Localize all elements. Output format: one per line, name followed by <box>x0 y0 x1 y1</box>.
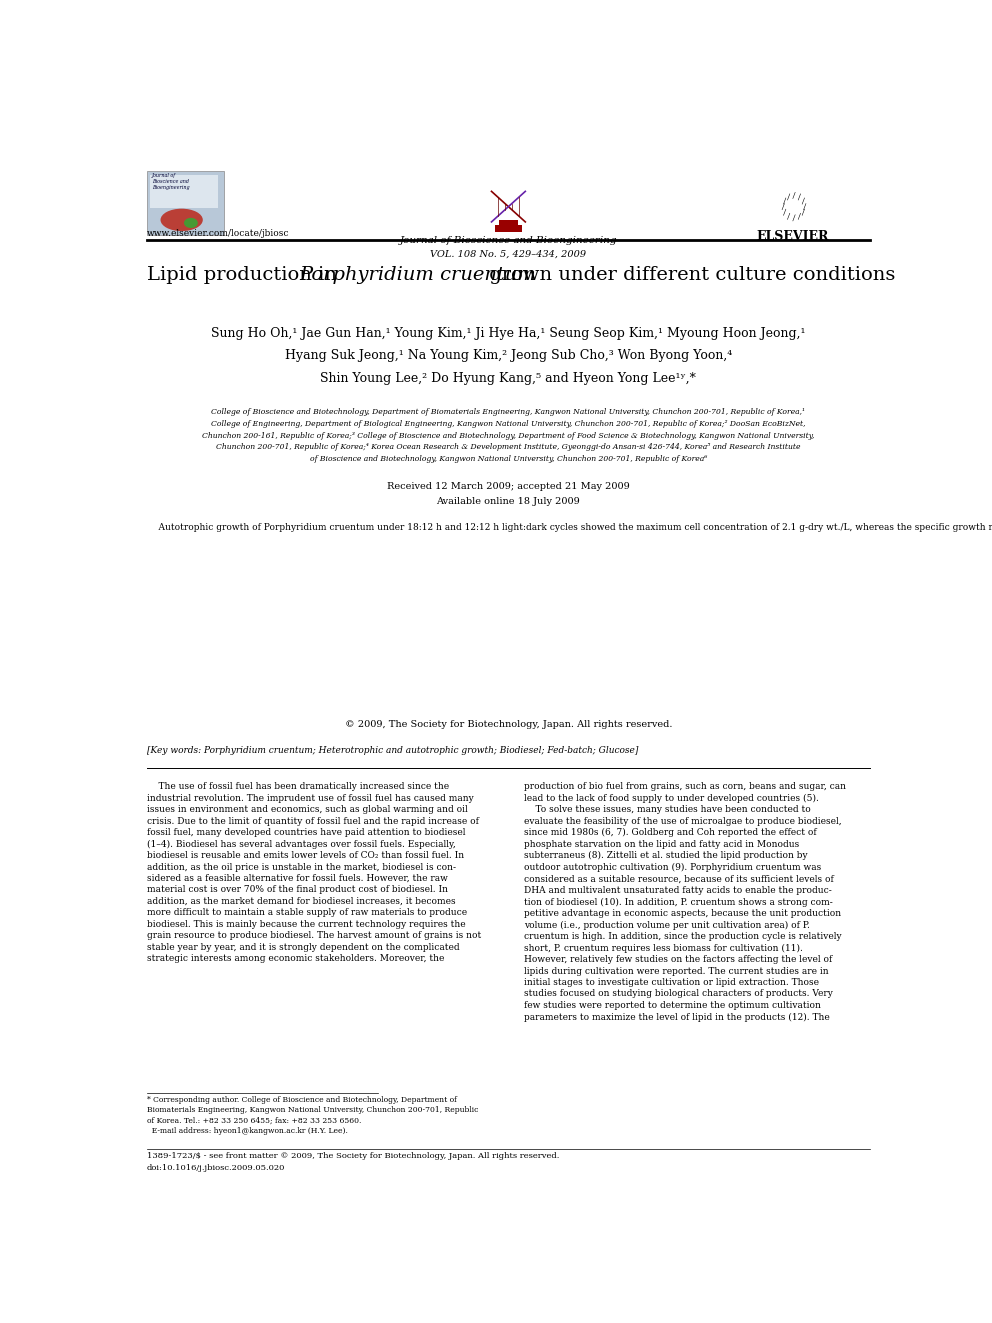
Text: www.elsevier.com/locate/jbiosc: www.elsevier.com/locate/jbiosc <box>147 229 290 238</box>
Text: production of bio fuel from grains, such as corn, beans and sugar, can
lead to t: production of bio fuel from grains, such… <box>524 782 846 1021</box>
Ellipse shape <box>184 218 197 228</box>
Text: The use of fossil fuel has been dramatically increased since the
industrial revo: The use of fossil fuel has been dramatic… <box>147 782 481 963</box>
Text: Porphyridium cruentum: Porphyridium cruentum <box>300 266 536 283</box>
Text: Received 12 March 2009; accepted 21 May 2009: Received 12 March 2009; accepted 21 May … <box>387 482 630 491</box>
Text: doi:10.1016/j.jbiosc.2009.05.020: doi:10.1016/j.jbiosc.2009.05.020 <box>147 1164 286 1172</box>
Ellipse shape <box>161 209 202 232</box>
Text: Journal of Bioscience and Bioengineering: Journal of Bioscience and Bioengineering <box>400 237 617 245</box>
FancyBboxPatch shape <box>499 220 518 225</box>
Text: [Key words: Porphyridium cruentum; Heterotrophic and autotrophic growth; Biodies: [Key words: Porphyridium cruentum; Heter… <box>147 746 639 754</box>
Text: Journal of
Bioscience and
Bioengineering: Journal of Bioscience and Bioengineering <box>152 173 189 189</box>
Text: VOL. 108 No. 5, 429–434, 2009: VOL. 108 No. 5, 429–434, 2009 <box>431 250 586 258</box>
Text: Sung Ho Oh,¹ Jae Gun Han,¹ Young Kim,¹ Ji Hye Ha,¹ Seung Seop Kim,¹ Myoung Hoon : Sung Ho Oh,¹ Jae Gun Han,¹ Young Kim,¹ J… <box>211 327 806 340</box>
Text: Available online 18 July 2009: Available online 18 July 2009 <box>436 497 580 505</box>
Text: * Corresponding author. College of Bioscience and Biotechnology, Department of
B: * Corresponding author. College of Biosc… <box>147 1095 478 1135</box>
FancyBboxPatch shape <box>147 171 224 235</box>
Text: Shin Young Lee,² Do Hyung Kang,⁵ and Hyeon Yong Lee¹ʸ,*: Shin Young Lee,² Do Hyung Kang,⁵ and Hye… <box>320 372 696 385</box>
Text: College of Bioscience and Biotechnology, Department of Biomaterials Engineering,: College of Bioscience and Biotechnology,… <box>202 409 814 463</box>
FancyBboxPatch shape <box>495 225 522 232</box>
Text: ELSEVIER: ELSEVIER <box>757 230 829 243</box>
Text: © 2009, The Society for Biotechnology, Japan. All rights reserved.: © 2009, The Society for Biotechnology, J… <box>344 720 673 729</box>
Text: 1389-1723/$ - see front matter © 2009, The Society for Biotechnology, Japan. All: 1389-1723/$ - see front matter © 2009, T… <box>147 1152 559 1160</box>
FancyBboxPatch shape <box>150 175 218 208</box>
Text: Lipid production in: Lipid production in <box>147 266 343 283</box>
Text: Hyang Suk Jeong,¹ Na Young Kim,² Jeong Sub Cho,³ Won Byong Yoon,⁴: Hyang Suk Jeong,¹ Na Young Kim,² Jeong S… <box>285 349 732 363</box>
Text: grown under different culture conditions: grown under different culture conditions <box>483 266 895 283</box>
Text: Autotrophic growth of Porphyridium cruentum under 18:12 h and 12:12 h light:dark: Autotrophic growth of Porphyridium cruen… <box>147 523 992 532</box>
